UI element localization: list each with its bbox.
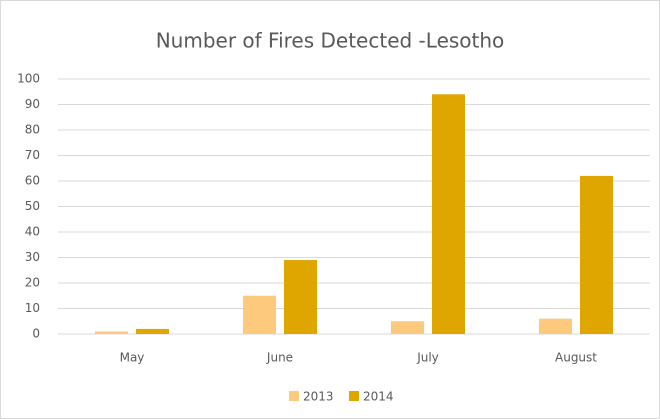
bar bbox=[580, 175, 613, 334]
x-tick-label: June bbox=[266, 351, 293, 365]
bar bbox=[391, 321, 424, 334]
y-tick-label: 0 bbox=[32, 327, 40, 341]
y-tick-label: 100 bbox=[17, 72, 40, 86]
y-tick-label: 40 bbox=[25, 225, 40, 239]
y-tick-label: 10 bbox=[25, 301, 40, 315]
bar bbox=[95, 331, 128, 334]
y-tick-label: 60 bbox=[25, 174, 40, 188]
bar bbox=[432, 94, 465, 334]
y-tick-label: 70 bbox=[25, 148, 40, 162]
y-tick-label: 90 bbox=[25, 97, 40, 111]
y-tick-label: 50 bbox=[25, 199, 40, 213]
y-tick-label: 80 bbox=[25, 123, 40, 137]
legend-swatch bbox=[289, 391, 299, 401]
bar bbox=[284, 260, 317, 334]
y-tick-label: 20 bbox=[25, 276, 40, 290]
bar bbox=[136, 328, 169, 334]
bar bbox=[539, 318, 572, 334]
x-tick-label: July bbox=[416, 351, 439, 365]
legend-label: 2013 bbox=[303, 390, 334, 404]
x-tick-label: May bbox=[120, 351, 145, 365]
x-tick-label: August bbox=[555, 351, 597, 365]
y-tick-label: 30 bbox=[25, 250, 40, 264]
chart-title: Number of Fires Detected -Lesotho bbox=[156, 29, 505, 53]
legend-swatch bbox=[349, 391, 359, 401]
legend-label: 2014 bbox=[363, 390, 394, 404]
bar bbox=[243, 295, 276, 334]
